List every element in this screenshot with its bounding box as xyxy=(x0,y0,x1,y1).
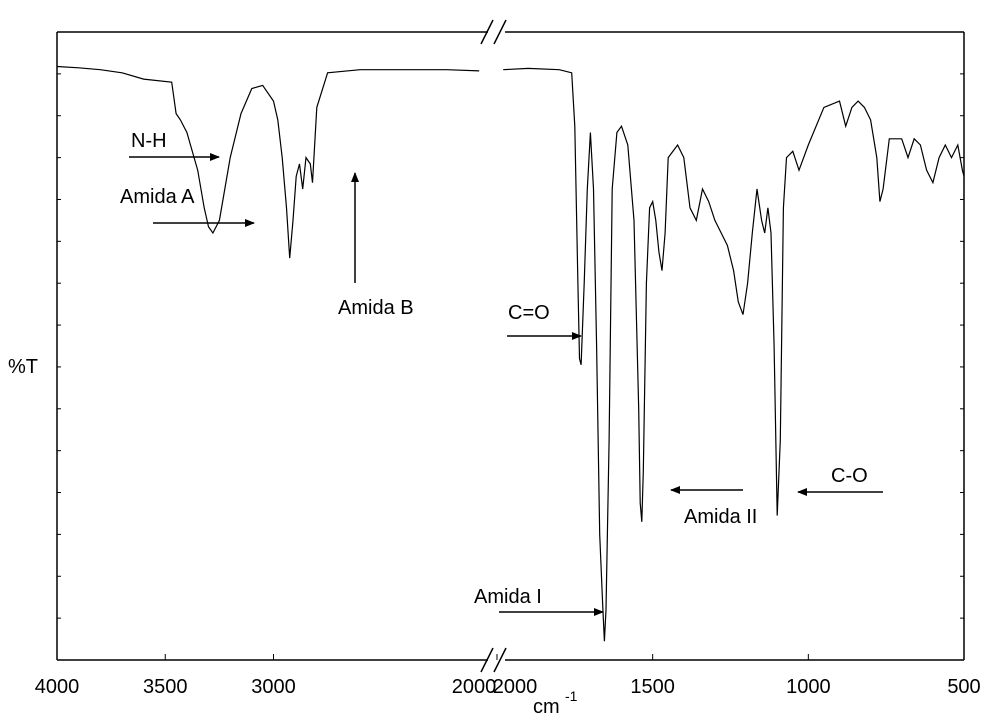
annotation-label: Amida B xyxy=(338,297,414,319)
annotation-label: N-H xyxy=(131,130,167,152)
x-axis-label: cm xyxy=(533,696,560,718)
y-axis-label: %T xyxy=(8,356,38,378)
x-axis-ticks xyxy=(56,654,965,660)
x-tick-label: 500 xyxy=(947,676,980,698)
annotation-amida-b: Amida B xyxy=(338,172,414,319)
annotation-amida-a: Amida A xyxy=(120,186,255,227)
annotation-label: C=O xyxy=(508,302,550,324)
plot-frame xyxy=(56,31,965,661)
annotation-nh: N-H xyxy=(129,130,220,161)
x-tick-label: 2000 xyxy=(452,676,497,698)
annotation-label: Amida II xyxy=(684,506,757,528)
x-tick-label: 2000 xyxy=(493,676,538,698)
annotation-label: Amida I xyxy=(474,586,542,608)
annotation-label: Amida A xyxy=(120,186,195,208)
x-tick-label: 3000 xyxy=(251,676,296,698)
x-tick-label: 1500 xyxy=(630,676,675,698)
spectrum-line-left xyxy=(56,65,480,259)
annotation-c-o: C-O xyxy=(797,465,883,496)
axis-break-bottom xyxy=(480,647,507,673)
annotation-co-double: C=O xyxy=(507,302,582,340)
x-tick-label: 4000 xyxy=(35,676,80,698)
spectrum-line-right xyxy=(503,67,965,642)
annotation-amida-ii: Amida II xyxy=(670,486,757,528)
annotation-amida-i: Amida I xyxy=(474,586,604,616)
x-axis-label-superscript: -1 xyxy=(565,688,578,704)
axis-break-top xyxy=(480,19,507,45)
x-tick-label: 1000 xyxy=(786,676,831,698)
annotation-label: C-O xyxy=(831,465,868,487)
x-tick-label: 3500 xyxy=(143,676,188,698)
